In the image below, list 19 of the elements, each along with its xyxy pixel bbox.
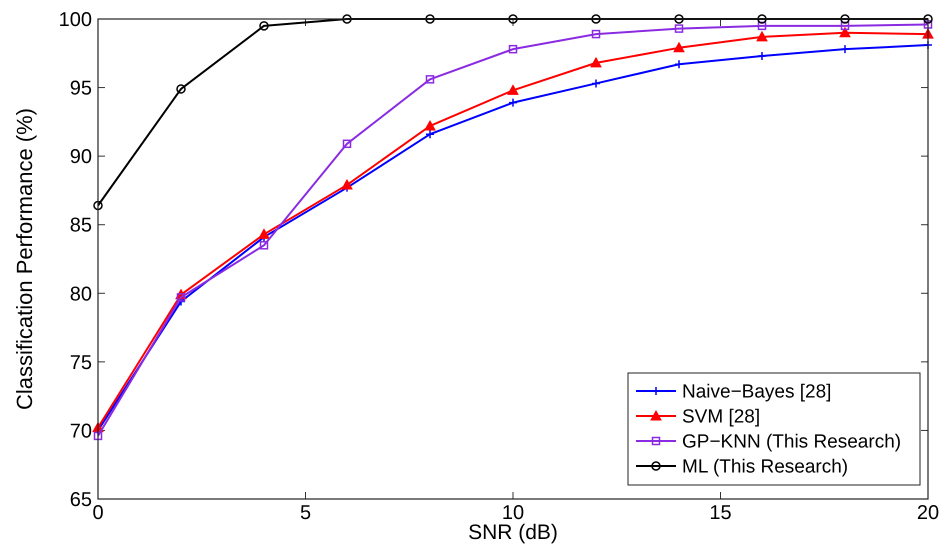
legend-label: GP−KNN (This Research) [682,432,902,453]
x-axis-title: SNR (dB) [468,521,558,544]
legend-label: Naive−Bayes [28] [682,382,832,403]
legend-label: ML (This Research) [682,456,848,478]
y-tick-label: 100 [58,9,92,31]
y-tick-label: 85 [70,214,92,237]
y-tick-label: 90 [70,146,92,168]
x-tick-label: 20 [916,502,940,524]
y-tick-label: 70 [70,420,92,442]
x-tick-label: 10 [502,502,524,524]
y-tick-label: 75 [70,352,92,374]
x-tick-label: 5 [300,502,312,524]
y-axis-title: Classification Performance (%) [12,108,37,410]
y-tick-label: 80 [70,283,92,306]
x-tick-label: 0 [92,502,104,524]
y-tick-label: 95 [70,78,92,100]
x-tick-label: 15 [709,502,732,524]
legend-label: SVM [28] [682,406,760,428]
y-tick-label: 65 [70,489,92,511]
